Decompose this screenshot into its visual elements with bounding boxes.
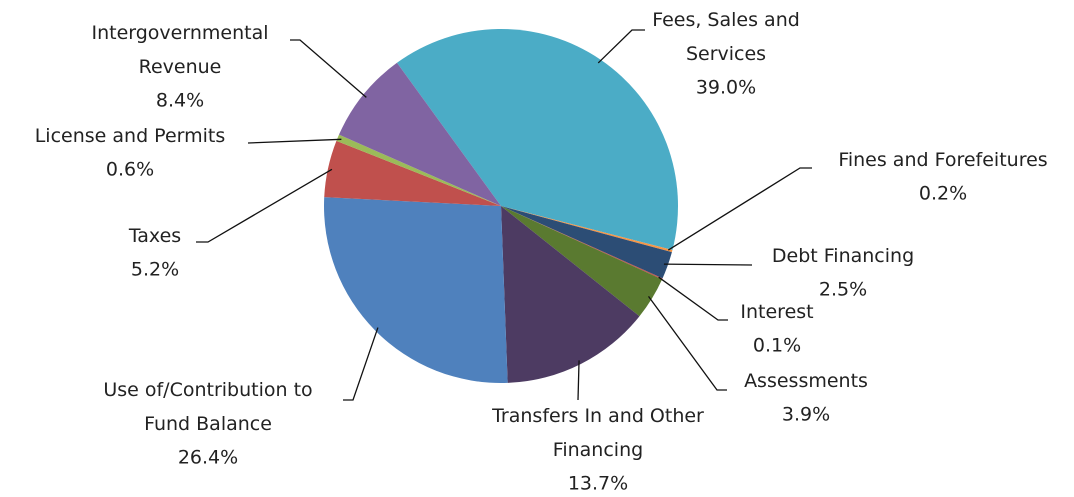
slice bbox=[396, 28, 678, 251]
leader-line bbox=[343, 327, 379, 401]
slice-value-label: 5.2% bbox=[131, 259, 179, 281]
slice-label: Transfers In and Other Financing bbox=[491, 405, 704, 461]
leader-line bbox=[597, 29, 645, 64]
slice-label: Use of/Contribution to Fund Balance bbox=[103, 379, 312, 435]
slice bbox=[501, 206, 640, 383]
slice bbox=[501, 206, 672, 279]
slices bbox=[323, 28, 678, 383]
slice-label: Fines and Forefeitures bbox=[838, 149, 1047, 171]
leader-line bbox=[196, 168, 333, 243]
slice-label: Intergovernmental Revenue bbox=[91, 22, 268, 78]
slice-value-label: 13.7% bbox=[568, 473, 628, 495]
slice-label: Assessments bbox=[744, 370, 868, 392]
slice bbox=[323, 197, 508, 383]
slice bbox=[339, 62, 501, 207]
slice-label: Interest bbox=[740, 301, 813, 323]
leader-line bbox=[647, 296, 727, 391]
slice-value-label: 2.5% bbox=[819, 279, 867, 301]
labels: Fees, Sales and Services 39.0% Fines and Fo… bbox=[35, 9, 1048, 495]
leader-line bbox=[577, 360, 580, 401]
slice bbox=[324, 140, 501, 206]
slice bbox=[336, 134, 501, 206]
slice-value-label: 0.2% bbox=[919, 183, 967, 205]
leader-line bbox=[667, 167, 812, 251]
slice-value-label: 0.6% bbox=[106, 159, 154, 181]
slice-value-label: 0.1% bbox=[753, 335, 801, 357]
slice-value-label: 26.4% bbox=[178, 447, 238, 469]
slice bbox=[501, 206, 663, 317]
leader-line bbox=[663, 263, 753, 266]
leader-line bbox=[658, 276, 728, 321]
leader-line bbox=[290, 39, 367, 98]
slice-label: Fees, Sales and Services bbox=[652, 9, 800, 65]
slice-value-label: 8.4% bbox=[156, 90, 204, 112]
leader-line bbox=[247, 138, 342, 144]
slice-label: Taxes bbox=[128, 225, 181, 247]
slice-value-label: 3.9% bbox=[782, 404, 830, 426]
slice-label: Debt Financing bbox=[772, 245, 914, 267]
slice bbox=[501, 206, 663, 280]
slice-label: License and Permits bbox=[35, 125, 226, 147]
slice-value-label: 39.0% bbox=[696, 77, 756, 99]
slice bbox=[501, 206, 673, 253]
